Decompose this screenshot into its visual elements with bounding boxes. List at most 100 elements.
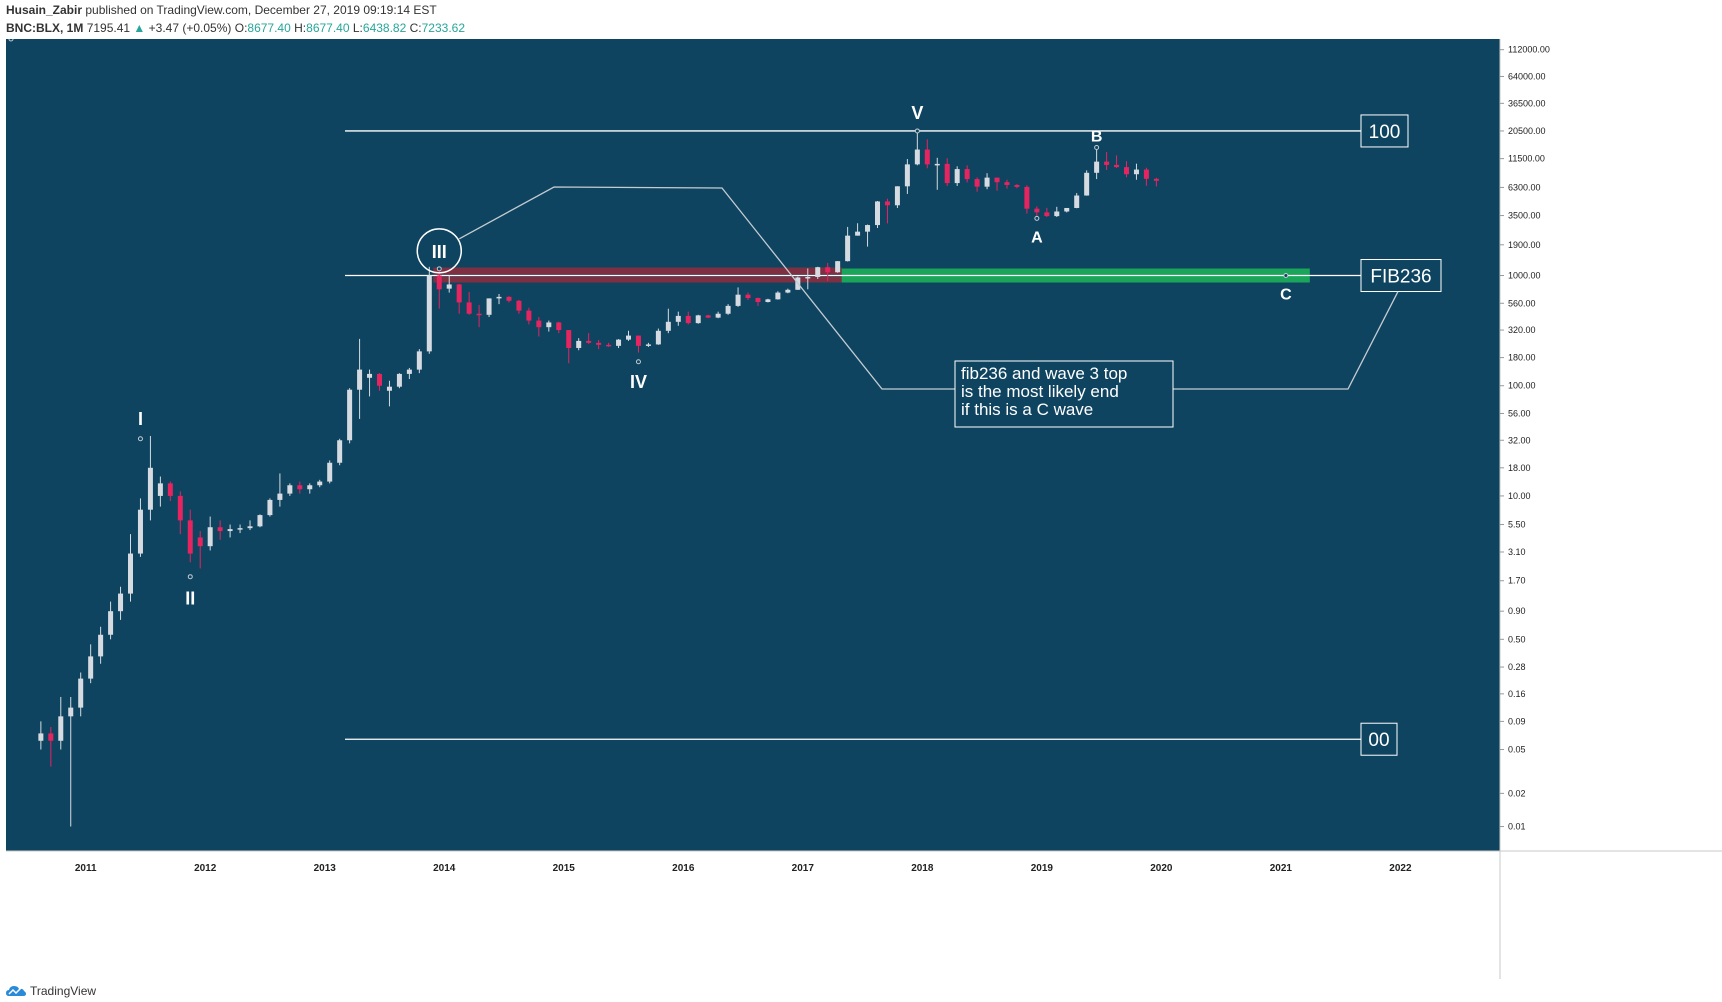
published-text: published on TradingView.com, December 2…: [85, 3, 437, 17]
candle-body: [635, 335, 641, 346]
price-tick-label: 10.00: [1508, 491, 1531, 501]
candle-body: [367, 373, 373, 378]
wave-point: [635, 359, 641, 365]
candle-body: [436, 275, 442, 290]
wave-point: [187, 574, 193, 580]
candle-body: [416, 351, 422, 370]
candle-body: [675, 315, 681, 322]
candle-body: [58, 716, 64, 741]
time-tick-label: 2013: [314, 863, 337, 874]
candle-body: [307, 485, 313, 490]
candle-body: [297, 485, 303, 490]
candle-body: [1153, 178, 1159, 181]
price-tick-label: 0.05: [1508, 745, 1526, 755]
price-chart[interactable]: 112000.00 64000.00 36500.00 20500.00 11500.0…: [6, 39, 1722, 979]
high-label: H:: [294, 21, 307, 35]
candle-body: [775, 292, 781, 300]
price-tick-label: 3.10: [1508, 547, 1526, 557]
price-tick-label: 18.00: [1508, 463, 1531, 473]
open-value: 8677.40: [247, 21, 291, 35]
footer-brand[interactable]: TradingView: [30, 984, 97, 998]
price-tick-label: 0.28: [1508, 662, 1526, 672]
high-value: 8677.40: [306, 21, 350, 35]
wave-label-v: V: [911, 103, 923, 123]
wave-point: [1283, 273, 1289, 279]
tradingview-cloud-icon[interactable]: [6, 985, 26, 997]
candle-body: [924, 149, 930, 165]
candle-body: [317, 481, 323, 486]
candle-body: [157, 483, 163, 496]
callout-line: [1172, 291, 1399, 390]
low-value: 6438.82: [362, 21, 407, 35]
candle-body: [735, 294, 741, 306]
candle-body: [476, 313, 482, 316]
candle-body: [934, 163, 940, 166]
price-tick-label: 6300.00: [1508, 182, 1541, 192]
wave-point: [137, 436, 143, 442]
candle-body: [357, 369, 363, 390]
candle-body: [964, 169, 970, 180]
candle-body: [177, 495, 183, 521]
level-label-fib236: FIB236: [1370, 267, 1431, 288]
price-tick-label: 560.00: [1508, 298, 1536, 308]
wave-label-b: B: [1091, 129, 1103, 146]
candle-body: [347, 389, 353, 441]
candle-body: [406, 369, 412, 374]
price-tick-label: 3500.00: [1508, 211, 1541, 221]
candle-body: [825, 267, 831, 273]
candle-body: [128, 553, 133, 594]
wave-label-i: I: [138, 409, 143, 429]
candle-body: [914, 149, 920, 165]
candle-body: [815, 267, 821, 277]
candle-body: [426, 275, 432, 352]
candle-body: [167, 483, 173, 496]
time-tick-label: 2022: [1389, 863, 1412, 874]
candle-body: [187, 520, 193, 554]
level-label-100: 100: [1369, 122, 1401, 143]
annotation-text-line: if this is a C wave: [961, 400, 1093, 419]
candle-body: [944, 163, 950, 184]
candle-body: [835, 261, 841, 273]
price-tick-label: 180.00: [1508, 353, 1536, 363]
candle-body: [596, 342, 602, 345]
price-tick-label: 32.00: [1508, 435, 1531, 445]
candle-body: [884, 201, 890, 206]
candle-body: [257, 515, 263, 527]
candle-body: [227, 529, 233, 532]
time-tick-label: 2020: [1150, 863, 1173, 874]
candle-body: [645, 344, 651, 346]
price-tick-label: 11500.00: [1508, 154, 1545, 164]
candle-body: [626, 335, 631, 340]
candle-body: [1014, 184, 1020, 187]
symbol-label: BNC:BLX, 1M: [6, 21, 84, 35]
candle-body: [516, 300, 522, 311]
candle-body: [1044, 212, 1050, 217]
price-tick-label: 64000.00: [1508, 71, 1546, 81]
candle-body: [974, 179, 980, 187]
candle-body: [48, 733, 54, 741]
candle-body: [237, 528, 243, 530]
candle-body: [147, 467, 153, 510]
time-tick-label: 2021: [1270, 863, 1293, 874]
candle-body: [118, 593, 124, 612]
price-tick-label: 5.50: [1508, 520, 1526, 530]
candle-body: [137, 509, 143, 554]
candle-body: [1034, 208, 1040, 213]
author-name[interactable]: Husain_Zabir: [6, 3, 83, 17]
candle-body: [466, 302, 472, 314]
change-arrow-icon: ▲: [133, 21, 146, 35]
level-label-box: [1360, 722, 1398, 756]
candle-body: [894, 186, 900, 206]
candle-body: [396, 373, 402, 387]
time-tick-label: 2018: [911, 863, 934, 874]
candle-body: [1024, 186, 1030, 209]
candle-body: [1133, 169, 1139, 175]
candle-body: [1114, 164, 1120, 168]
candle-body: [217, 527, 223, 532]
candle-body: [566, 330, 572, 348]
candle-body: [1074, 195, 1080, 208]
wave-point: [914, 128, 920, 134]
candle-body: [98, 634, 104, 657]
last-price: 7195.41: [86, 21, 131, 35]
candle-body: [267, 499, 273, 516]
